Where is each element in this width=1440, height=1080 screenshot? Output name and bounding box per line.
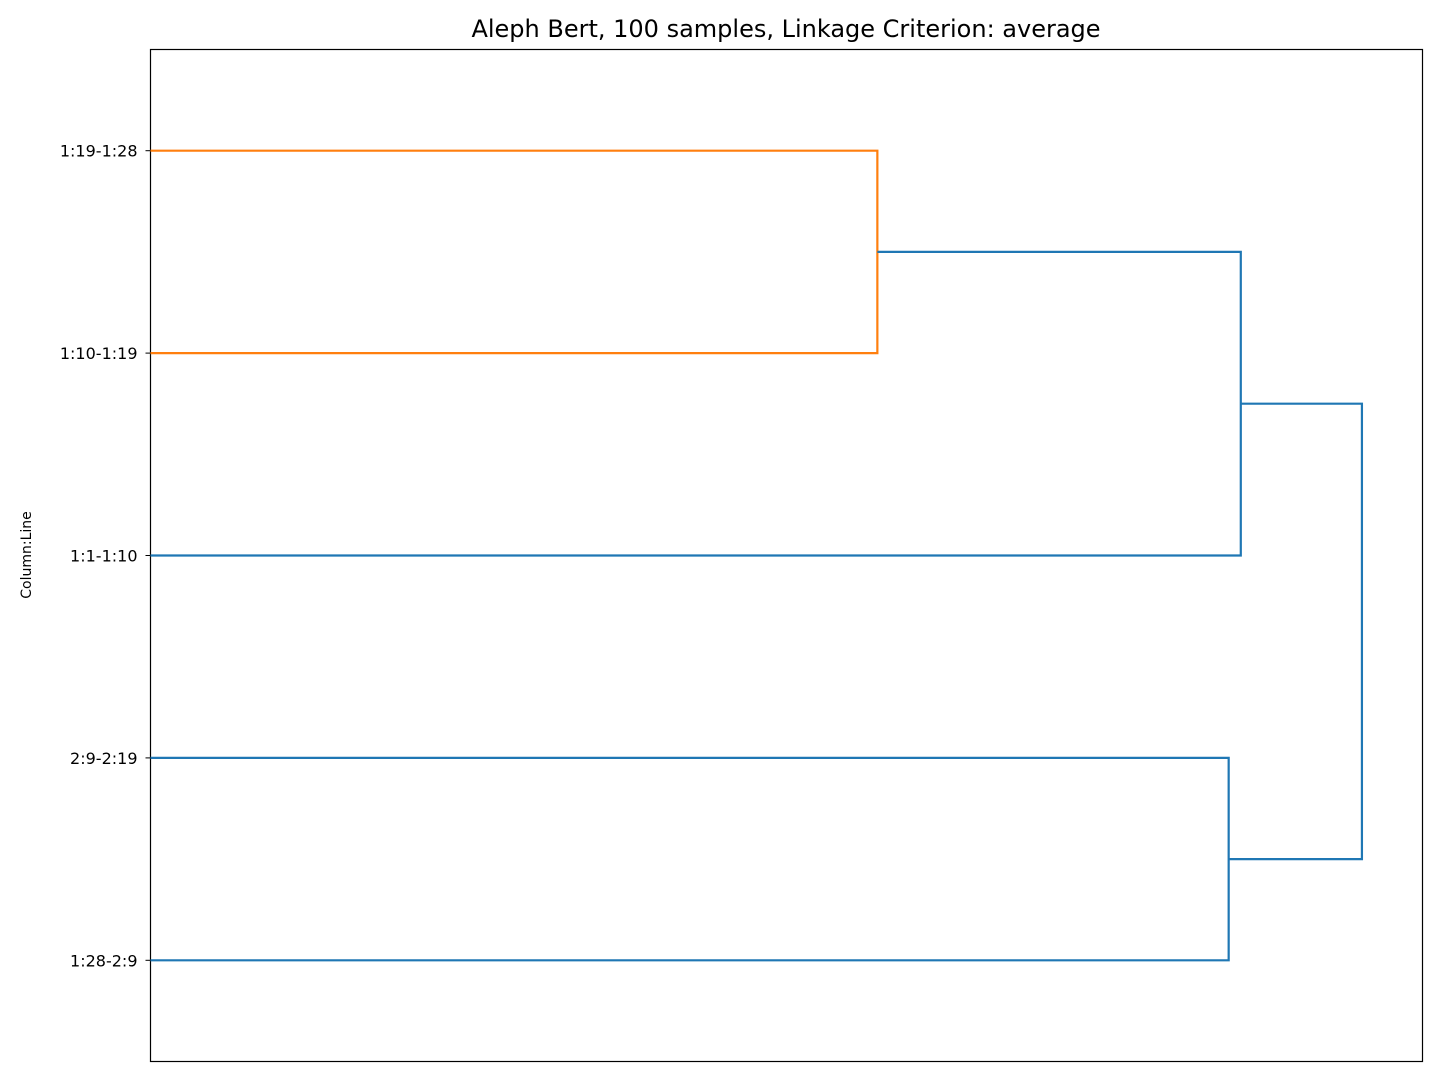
dendrogram-link (150, 756, 1230, 962)
leaf-label: 2:9-2:19 (70, 749, 137, 768)
dendrogram-link (150, 149, 879, 355)
leaf-label: 1:1-1:10 (70, 547, 137, 566)
dendrogram-links (150, 149, 1364, 962)
y-axis-label: Column:Line (19, 511, 35, 599)
leaf-label: 1:10-1:19 (60, 344, 138, 363)
dendrogram-link (1228, 402, 1364, 861)
chart-title: Aleph Bert, 100 samples, Linkage Criteri… (471, 15, 1100, 43)
leaf-label: 1:28-2:9 (70, 951, 137, 970)
leaf-tick-labels: 1:19-1:28 1:10-1:19 1:1-1:10 2:9-2:19 1:28-2… (60, 142, 151, 970)
dendrogram-link (150, 250, 1242, 557)
leaf-label: 1:19-1:28 (60, 142, 138, 161)
